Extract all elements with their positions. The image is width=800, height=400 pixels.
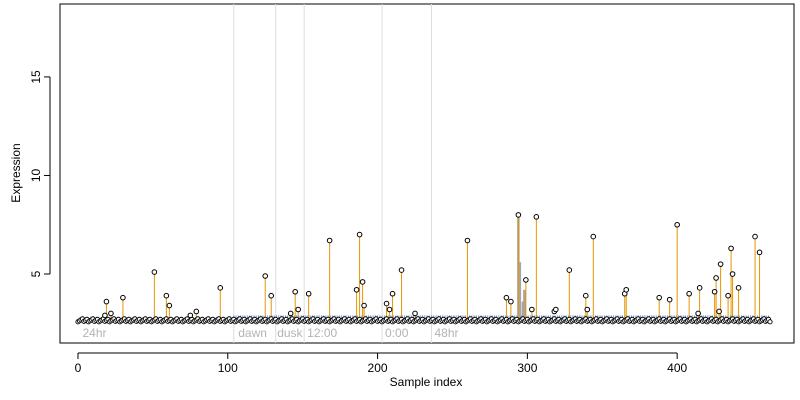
data-point (503, 294, 510, 301)
data-point (623, 286, 630, 293)
data-point (193, 308, 200, 315)
data-point (217, 285, 224, 291)
phase-label: 12:00 (307, 326, 337, 340)
data-point (383, 300, 390, 307)
data-point (686, 290, 692, 297)
y-tick-label: 5 (29, 270, 43, 277)
data-point (566, 267, 573, 273)
y-axis: 5 10 15 (29, 70, 51, 277)
data-point (508, 298, 514, 305)
data-point (305, 290, 312, 297)
data-point (590, 233, 597, 240)
data-point (725, 292, 731, 299)
gray-spike-series (517, 216, 526, 321)
data-point (163, 292, 170, 299)
data-point (515, 212, 522, 218)
data-point (464, 237, 471, 244)
y-tick-label: 15 (29, 70, 43, 84)
data-point (292, 288, 298, 295)
data-point (523, 277, 529, 283)
baseline-points (75, 316, 773, 325)
x-tick-label: 400 (667, 361, 687, 375)
data-point (102, 312, 108, 319)
data-point (533, 214, 540, 220)
spike-points (102, 212, 763, 319)
y-axis-title: Expression (9, 143, 23, 202)
data-point (728, 245, 734, 252)
phase-dividers (233, 4, 432, 343)
data-point (151, 269, 158, 275)
data-point (582, 292, 589, 299)
data-point (389, 290, 396, 297)
data-point (412, 310, 418, 317)
data-point (729, 271, 736, 277)
data-point (529, 306, 535, 313)
phase-label: 24hr (82, 326, 106, 340)
data-point (262, 273, 269, 279)
data-point (717, 261, 724, 267)
data-point (166, 302, 173, 309)
data-point (326, 237, 333, 244)
data-point (713, 275, 719, 281)
data-point (108, 310, 114, 317)
orange-spike-series (104, 214, 761, 321)
data-point (361, 302, 367, 309)
phase-label: 48hr (434, 326, 458, 340)
data-point (359, 279, 366, 285)
data-point (674, 221, 680, 228)
baseline-point (767, 319, 773, 325)
data-point (711, 288, 718, 295)
data-point (716, 308, 722, 315)
data-point (666, 296, 673, 303)
x-tick-label: 300 (517, 361, 537, 375)
phase-label: dawn (238, 326, 267, 340)
data-point (103, 298, 110, 305)
data-point (120, 294, 126, 301)
x-axis: 0 100 200 300 400 (75, 352, 687, 375)
phase-label: 0:00 (385, 326, 409, 340)
data-point (696, 285, 703, 291)
x-tick-label: 0 (75, 361, 82, 375)
data-point (584, 306, 591, 313)
y-tick-label: 10 (29, 168, 43, 182)
data-point (756, 249, 763, 256)
data-point (735, 285, 742, 291)
phase-labels: 24hr dawn dusk 12:00 0:00 48hr (82, 326, 458, 340)
data-point (353, 286, 360, 293)
phase-label: dusk (277, 326, 303, 340)
x-axis-title: Sample index (390, 375, 463, 389)
data-point (187, 312, 194, 319)
x-tick-label: 100 (218, 361, 238, 375)
data-point (287, 310, 294, 317)
data-point (356, 231, 363, 238)
data-point (386, 306, 393, 313)
data-point (295, 306, 301, 313)
data-point (752, 233, 758, 240)
data-point (656, 294, 662, 301)
x-tick-label: 200 (368, 361, 388, 375)
data-point (268, 292, 275, 299)
data-point (695, 310, 701, 317)
data-point (398, 267, 405, 273)
data-point (553, 306, 559, 313)
plot-box (59, 3, 795, 344)
